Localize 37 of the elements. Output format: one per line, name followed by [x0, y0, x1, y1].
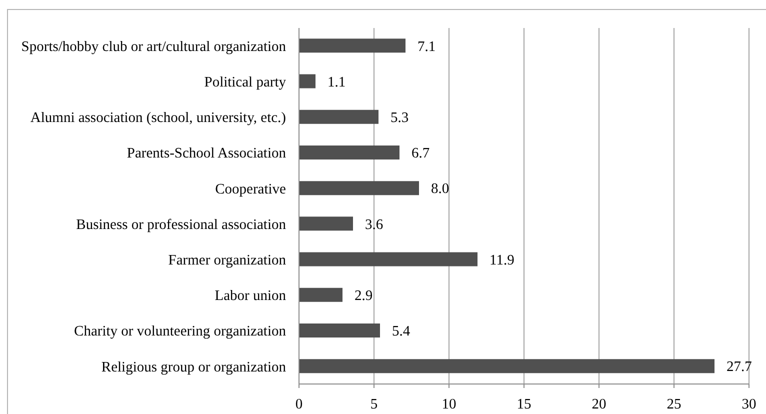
bar: [299, 181, 419, 196]
data-label: 8.0: [431, 181, 450, 198]
data-label: 7.1: [418, 38, 436, 55]
data-label: 1.1: [328, 74, 346, 90]
data-label: 6.7: [412, 146, 430, 162]
y-tick-label: Religious group or organization: [101, 359, 287, 376]
y-tick-label: Business or professional association: [76, 216, 287, 233]
bar: [299, 145, 400, 160]
y-tick-label: Charity or volunteering organization: [74, 324, 287, 340]
y-tick-label: Labor union: [214, 288, 287, 304]
x-tick-label: 30: [742, 396, 756, 412]
x-tick-label: 25: [666, 396, 682, 412]
y-tick-label: Farmer organization: [168, 252, 287, 269]
bar: [299, 359, 714, 374]
x-tick-label: 0: [295, 396, 303, 412]
x-tick-label: 20: [592, 396, 606, 412]
data-label: 27.7: [726, 359, 752, 376]
bar: [299, 74, 316, 88]
x-tick-label: 5: [370, 396, 378, 412]
data-label: 11.9: [490, 252, 514, 268]
bar: [299, 216, 353, 231]
bar: [299, 323, 380, 338]
y-tick-label: Political party: [204, 74, 287, 91]
bar: [299, 252, 478, 266]
data-label: 5.4: [392, 324, 411, 340]
y-tick-label: Alumni association (school, university, etc.): [30, 110, 286, 126]
y-tick-label: Parents-School Association: [126, 146, 287, 162]
x-tick-label: 15: [516, 396, 532, 412]
data-label: 5.3: [390, 110, 409, 126]
data-label: 2.9: [354, 288, 373, 304]
bar: [299, 110, 378, 124]
y-tick-label: Sports/hobby club or art/cultural organization: [21, 38, 287, 55]
bar: [299, 288, 342, 302]
x-tick-label: 10: [442, 396, 456, 412]
bar: [299, 38, 406, 53]
y-tick-label: Cooperative: [215, 181, 286, 198]
data-label: 3.6: [365, 216, 384, 233]
